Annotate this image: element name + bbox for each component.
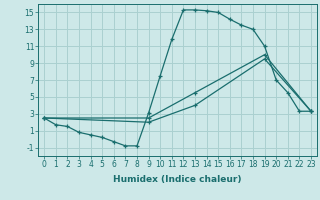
X-axis label: Humidex (Indice chaleur): Humidex (Indice chaleur) xyxy=(113,175,242,184)
